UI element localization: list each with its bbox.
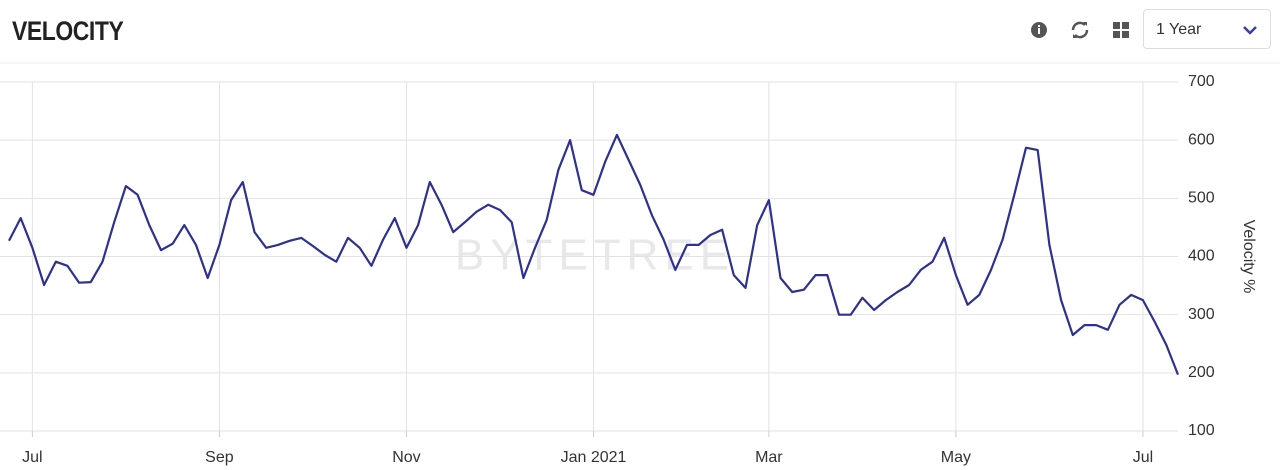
refresh-icon[interactable]	[1071, 21, 1089, 39]
x-tick-label: May	[941, 449, 971, 466]
x-tick-label: Jan 2021	[561, 449, 627, 466]
y-tick-label: 600	[1188, 131, 1215, 148]
x-tick-label: Nov	[392, 449, 420, 466]
y-tick-label: 200	[1188, 364, 1215, 381]
y-tick-label: 400	[1188, 248, 1215, 265]
y-tick-label: 300	[1188, 306, 1215, 323]
y-axis-label: Velocity %	[1240, 220, 1257, 294]
title: VELOCITY	[12, 16, 124, 46]
chevron	[1243, 26, 1257, 35]
watermark: BYTETREE	[455, 231, 735, 280]
y-tick-label: 100	[1188, 422, 1215, 439]
line-series	[8, 133, 1180, 376]
y-tick-label: 500	[1188, 190, 1215, 207]
layout-icon[interactable]	[1113, 22, 1129, 38]
info-icon[interactable]	[1031, 22, 1047, 38]
x-tick-label: Sep	[205, 449, 234, 466]
x-tick-label: Jul	[22, 449, 42, 466]
range-value: 1 Year	[1156, 21, 1202, 38]
x-tick-label: Jul	[1133, 449, 1153, 466]
x-tick-label: Mar	[755, 449, 783, 466]
range-dropdown[interactable]: 1 Year	[1143, 9, 1271, 49]
y-tick-label: 700	[1188, 73, 1215, 90]
